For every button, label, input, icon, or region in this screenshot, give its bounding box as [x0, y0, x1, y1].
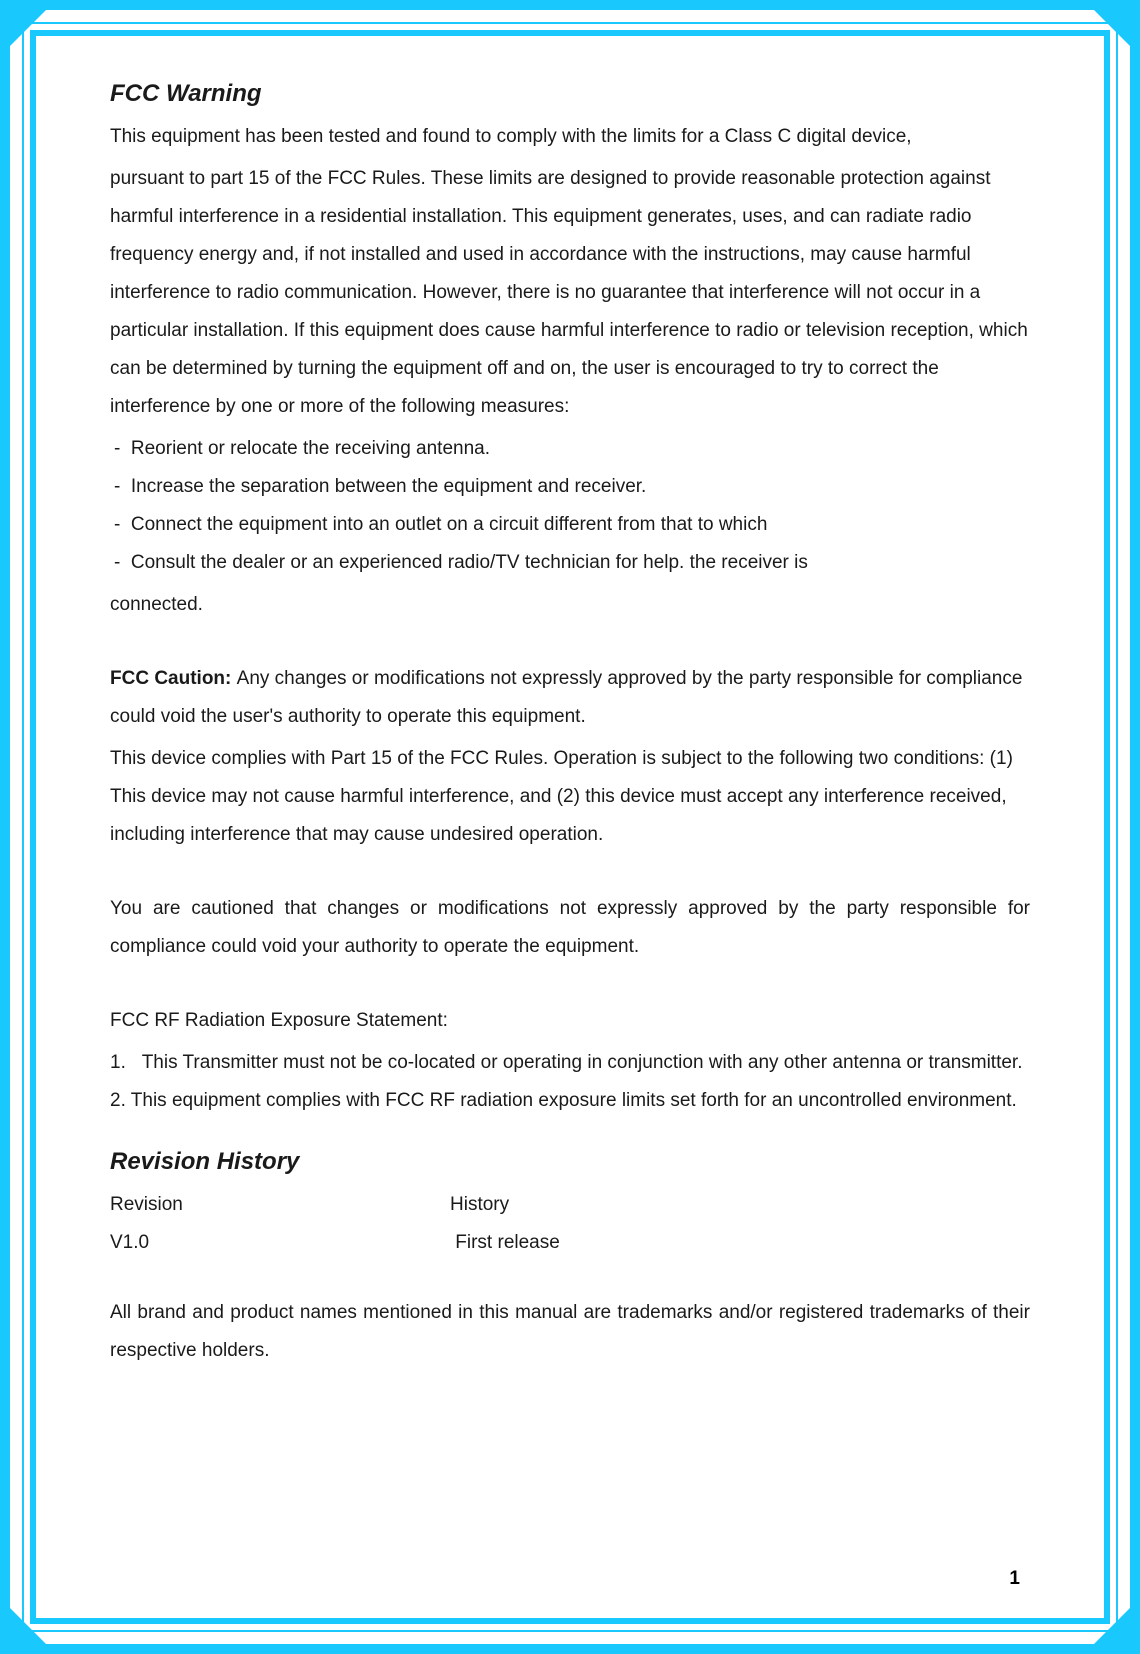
fcc-warning-bullets: Reorient or relocate the receiving anten… [110, 430, 1030, 582]
bullet-item: Increase the separation between the equi… [110, 468, 1030, 506]
fcc-warning-p1: This equipment has been tested and found… [110, 118, 1030, 156]
history-cell: First release [450, 1224, 1030, 1262]
trademark-notice: All brand and product names mentioned in… [110, 1294, 1030, 1370]
revision-cell: V1.0 [110, 1224, 450, 1262]
fcc-caution-label: FCC Caution: [110, 668, 237, 689]
fcc-caution-p1: FCC Caution: Any changes or modification… [110, 660, 1030, 736]
revision-table: Revision History V1.0 First release [110, 1186, 1030, 1262]
fcc-warning-p2: pursuant to part 15 of the FCC Rules. Th… [110, 160, 1030, 426]
revision-col-header: Revision [110, 1186, 450, 1224]
history-col-header: History [450, 1186, 1030, 1224]
rf-item-1-text: This Transmitter must not be co-located … [142, 1052, 1023, 1073]
fcc-caution-p3: You are cautioned that changes or modifi… [110, 890, 1030, 966]
page-number: 1 [1009, 1568, 1020, 1590]
page-content: FCC Warning This equipment has been test… [110, 80, 1030, 1374]
fcc-caution-text: Any changes or modifications not express… [110, 668, 1022, 727]
revision-header-row: Revision History [110, 1186, 1030, 1224]
bullet-item: Consult the dealer or an experienced rad… [110, 544, 1030, 582]
rf-item-2: 2. This equipment complies with FCC RF r… [110, 1082, 1030, 1120]
rf-title: FCC RF Radiation Exposure Statement: [110, 1002, 1030, 1040]
rf-item-1-num: 1. [110, 1052, 126, 1073]
bullet-item: Reorient or relocate the receiving anten… [110, 430, 1030, 468]
fcc-warning-trail: connected. [110, 586, 1030, 624]
bullet-item: Connect the equipment into an outlet on … [110, 506, 1030, 544]
heading-fcc-warning: FCC Warning [110, 80, 1030, 108]
heading-revision-history: Revision History [110, 1148, 1030, 1176]
revision-row: V1.0 First release [110, 1224, 1030, 1262]
rf-item-1: 1. This Transmitter must not be co-locat… [110, 1044, 1030, 1082]
fcc-caution-p2: This device complies with Part 15 of the… [110, 740, 1030, 854]
